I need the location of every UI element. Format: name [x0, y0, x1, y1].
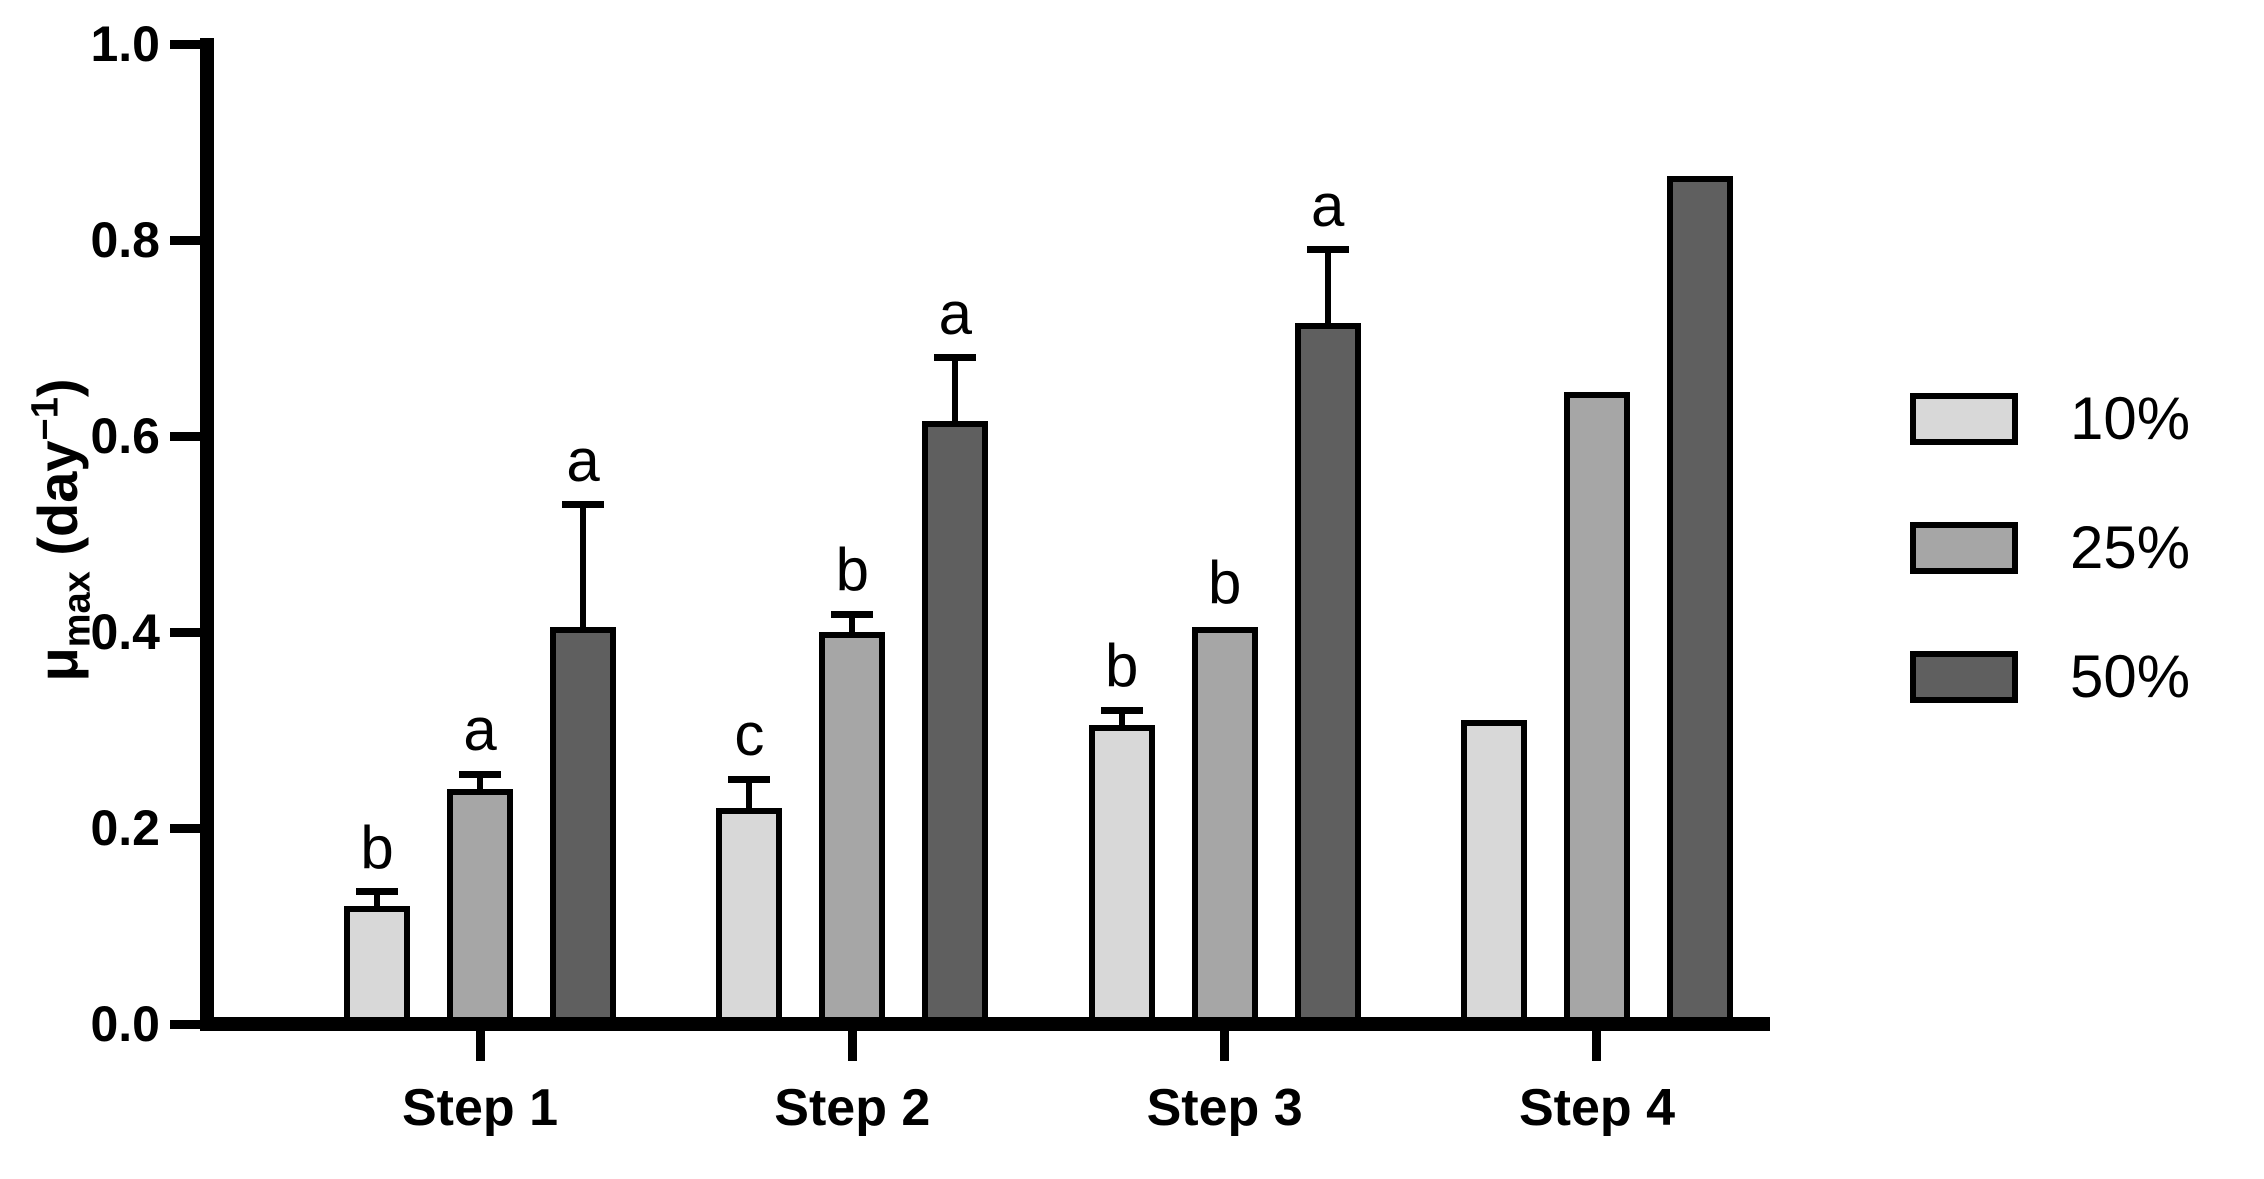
y-axis-title: μmax (day−1) — [25, 378, 100, 681]
error-bar-stem-25pct-step-1 — [477, 774, 483, 793]
significance-letter-50pct-step-3: a — [1310, 171, 1345, 239]
x-category-label-step-4: Step 4 — [1518, 1079, 1676, 1137]
bar-50pct-step-3 — [1294, 323, 1361, 1024]
error-bar-cap-25pct-step-1 — [459, 770, 501, 778]
y-axis-title-end: ) — [26, 378, 90, 398]
error-bar-stem-10pct-step-3 — [1118, 710, 1125, 730]
y-tick-0.8 — [170, 235, 200, 245]
x-tick-step-1 — [475, 1031, 485, 1061]
error-bar-cap-50pct-step-3 — [1306, 246, 1349, 254]
error-bar-stem-10pct-step-2 — [746, 779, 753, 813]
legend-swatch-10pct — [1910, 393, 2018, 445]
error-bar-cap-10pct-step-1 — [356, 888, 398, 896]
legend-swatch-25pct — [1910, 522, 2018, 574]
significance-letter-50pct-step-1: a — [566, 426, 600, 494]
bar-25pct-step-1 — [447, 788, 513, 1024]
y-tick-0.2 — [170, 823, 200, 833]
significance-letter-10pct-step-3: b — [1104, 632, 1139, 700]
significance-letter-25pct-step-3: b — [1207, 549, 1242, 617]
x-category-label-step-3: Step 3 — [1146, 1079, 1303, 1137]
x-axis-line — [200, 1017, 1770, 1031]
bar-25pct-step-4 — [1563, 391, 1630, 1024]
legend-label-50pct: 50% — [2070, 643, 2191, 710]
error-bar-cap-50pct-step-1 — [562, 501, 604, 509]
x-category-label-step-1: Step 1 — [401, 1079, 559, 1137]
x-tick-step-2 — [847, 1031, 857, 1061]
y-tick-0.0 — [170, 1019, 200, 1029]
error-bar-stem-10pct-step-1 — [374, 891, 380, 911]
y-tick-label-1.0: 1.0 — [90, 16, 160, 72]
error-bar-stem-50pct-step-2 — [952, 357, 959, 426]
legend: 10% 25% 50% — [1910, 387, 2190, 780]
error-bar-stem-25pct-step-2 — [849, 614, 856, 636]
significance-letter-25pct-step-2: b — [835, 536, 870, 604]
bar-50pct-step-1 — [550, 627, 616, 1024]
legend-label-25pct: 25% — [2070, 514, 2191, 581]
legend-row-10pct: 10% — [1910, 387, 2190, 451]
y-axis-title-sup: −1 — [24, 397, 67, 441]
bar-10pct-step-1 — [344, 906, 410, 1024]
y-axis-title-sub: max — [56, 571, 99, 648]
y-tick-label-0.4: 0.4 — [90, 604, 160, 660]
error-bar-cap-10pct-step-2 — [728, 775, 771, 783]
significance-letter-50pct-step-2: a — [938, 279, 973, 347]
error-bar-stem-50pct-step-1 — [580, 504, 586, 632]
significance-letter-25pct-step-1: a — [463, 696, 497, 764]
legend-swatch-50pct — [1910, 651, 2018, 703]
y-tick-label-0.2: 0.2 — [90, 800, 160, 856]
bar-10pct-step-3 — [1088, 725, 1155, 1024]
legend-row-50pct: 50% — [1910, 645, 2190, 709]
significance-letter-10pct-step-1: b — [360, 813, 394, 881]
error-bar-stem-50pct-step-3 — [1324, 249, 1331, 328]
significance-letter-10pct-step-2: c — [734, 701, 765, 768]
y-tick-label-0.6: 0.6 — [90, 408, 160, 464]
y-tick-label-0.8: 0.8 — [90, 212, 160, 268]
y-axis-line — [200, 38, 214, 1031]
bar-25pct-step-2 — [819, 632, 886, 1024]
bar-50pct-step-4 — [1666, 176, 1733, 1024]
bar-50pct-step-2 — [922, 421, 989, 1024]
bar-10pct-step-4 — [1460, 720, 1527, 1024]
error-bar-cap-50pct-step-2 — [934, 354, 977, 362]
x-tick-step-3 — [1220, 1031, 1230, 1061]
x-tick-step-4 — [1592, 1031, 1602, 1061]
y-axis-title-mu: μ — [26, 647, 90, 682]
error-bar-cap-10pct-step-3 — [1100, 706, 1143, 714]
y-tick-1.0 — [170, 39, 200, 49]
y-tick-0.6 — [170, 431, 200, 441]
legend-row-25pct: 25% — [1910, 516, 2190, 580]
bar-25pct-step-3 — [1191, 627, 1258, 1024]
bar-10pct-step-2 — [716, 808, 783, 1024]
error-bar-cap-25pct-step-2 — [831, 610, 874, 618]
y-tick-0.4 — [170, 627, 200, 637]
y-tick-label-0.0: 0.0 — [90, 996, 160, 1052]
y-axis-title-mid: (day — [26, 440, 90, 572]
x-category-label-step-2: Step 2 — [774, 1079, 931, 1137]
legend-label-10pct: 10% — [2070, 385, 2191, 452]
